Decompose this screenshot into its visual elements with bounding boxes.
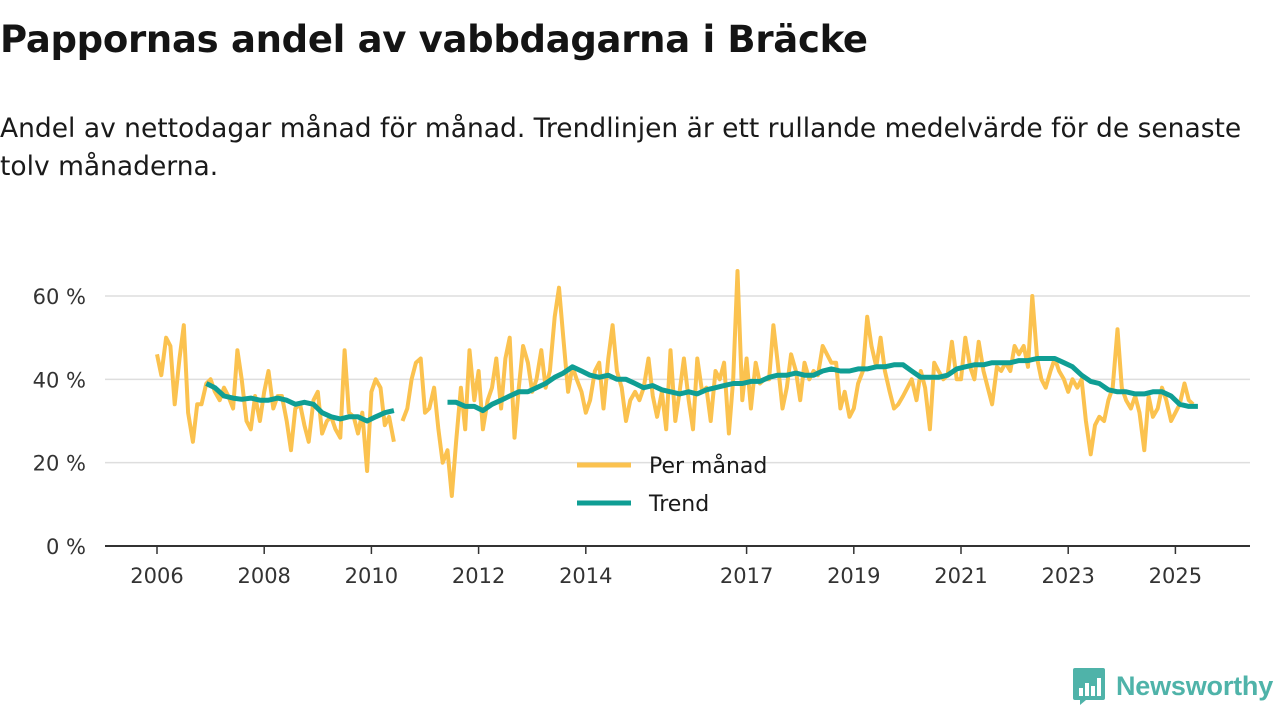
- y-tick-label: 20 %: [33, 452, 86, 476]
- newsworthy-brand: Newsworthy: [1072, 666, 1273, 706]
- newsworthy-logo-icon: [1073, 668, 1105, 705]
- x-tick-label: 2014: [559, 564, 612, 588]
- monthly-series-line: [400, 269, 1195, 498]
- trend-series-line: [447, 356, 1198, 414]
- legend-label-monthly: Per månad: [649, 453, 767, 479]
- y-tick-label: 0 %: [46, 535, 86, 559]
- brand-name: Newsworthy: [1116, 670, 1274, 701]
- y-tick-label: 40 %: [33, 368, 86, 392]
- x-tick-label: 2017: [720, 564, 773, 588]
- y-tick-label: 60 %: [33, 285, 86, 309]
- x-axis: 2006 2008 2010 2012 2014 2017 2019 2021 2023 2025: [105, 545, 1250, 588]
- y-axis-labels: 0 % 20 % 40 % 60 %: [33, 285, 86, 559]
- legend: Per månad Trend: [577, 453, 767, 517]
- x-tick-label: 2023: [1041, 564, 1094, 588]
- chart-title: Pappornas andel av vabbdagarna i Bräcke: [0, 18, 868, 61]
- trend-series-line: [205, 381, 395, 424]
- x-tick-label: 2008: [237, 564, 290, 588]
- gridlines: [105, 295, 1250, 464]
- chart-subtitle: Andel av nettodagar månad för månad. Tre…: [0, 113, 1242, 182]
- x-tick-label: 2019: [827, 564, 880, 588]
- x-tick-label: 2010: [345, 564, 398, 588]
- x-tick-label: 2006: [130, 564, 183, 588]
- series-lines: [155, 269, 1198, 498]
- x-tick-label: 2021: [934, 564, 987, 588]
- x-tick-label: 2012: [452, 564, 505, 588]
- monthly-series-line: [155, 323, 396, 473]
- x-tick-label: 2025: [1149, 564, 1202, 588]
- legend-label-trend: Trend: [648, 492, 709, 517]
